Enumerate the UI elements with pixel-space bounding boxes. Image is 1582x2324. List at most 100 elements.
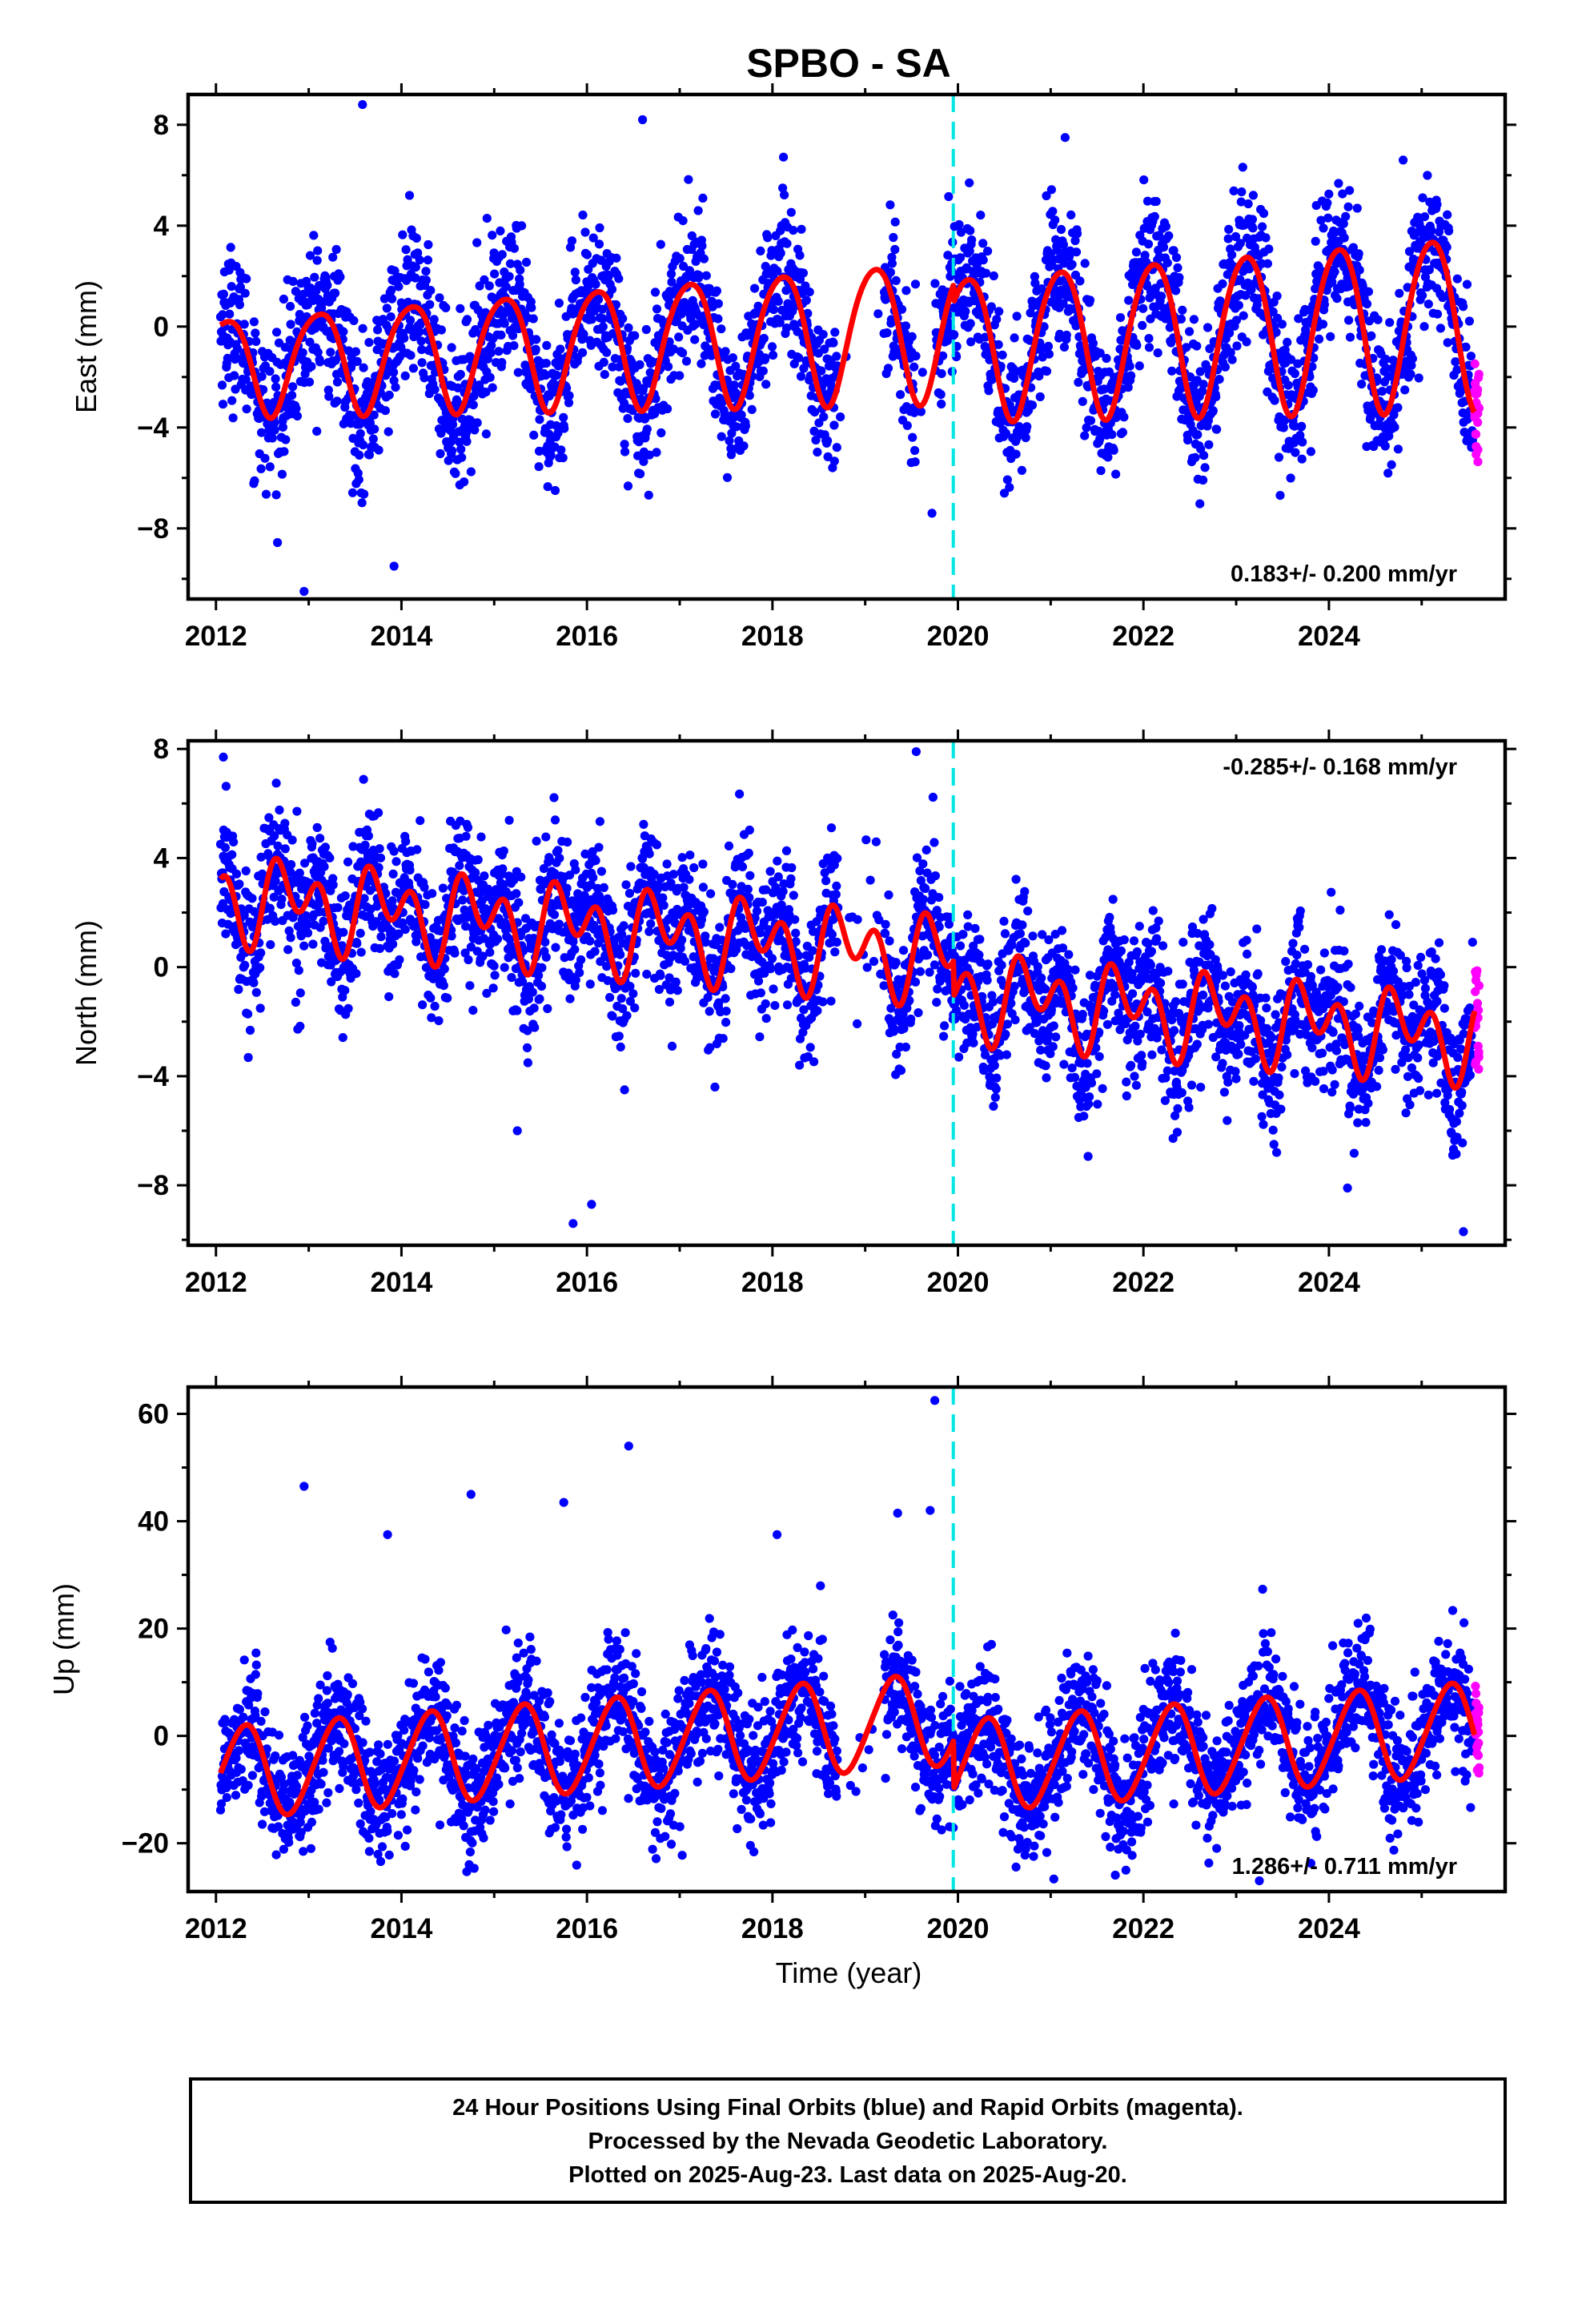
north-final-point	[570, 945, 580, 955]
north-final-point	[620, 1085, 629, 1095]
east-final-point	[278, 422, 287, 432]
east-final-point	[901, 286, 911, 296]
east-final-point	[310, 272, 319, 282]
east-final-point	[883, 364, 893, 373]
east-final-point	[240, 288, 250, 298]
east-final-point	[1326, 332, 1335, 341]
east-final-point	[484, 281, 494, 291]
north-final-point	[412, 937, 421, 947]
north-final-point	[295, 868, 304, 878]
east-final-point	[508, 331, 518, 340]
north-final-point	[523, 1026, 532, 1035]
north-final-point	[932, 906, 942, 915]
east-final-point	[1158, 243, 1169, 252]
east-final-point	[773, 296, 783, 306]
east-final-point	[352, 356, 362, 366]
east-final-point	[543, 482, 552, 492]
north-final-point	[375, 844, 384, 854]
east-final-point	[1461, 342, 1471, 352]
east-final-point	[517, 221, 527, 231]
east-final-point	[1075, 276, 1085, 286]
north-final-point	[283, 945, 293, 955]
east-final-point	[600, 370, 609, 380]
north-final-point	[715, 923, 725, 932]
east-final-point	[331, 244, 341, 255]
north-final-point	[944, 919, 954, 929]
east-final-point	[312, 255, 322, 265]
east-final-point	[364, 338, 374, 348]
east-rapid-point	[1473, 417, 1483, 428]
north-final-point	[218, 899, 228, 908]
north-final-point	[340, 986, 350, 995]
east-final-point	[481, 388, 491, 397]
north-final-point	[359, 894, 369, 903]
north-final-point	[343, 857, 353, 866]
east-final-point	[391, 383, 400, 392]
north-final-point	[295, 1021, 305, 1031]
north-final-point	[671, 977, 681, 987]
east-final-point	[558, 453, 568, 463]
east-final-point	[1227, 250, 1237, 259]
east-final-point	[1034, 372, 1044, 381]
east-final-point	[444, 456, 453, 465]
east-final-point	[1072, 229, 1082, 239]
north-final-point	[307, 838, 317, 849]
north-final-point	[831, 890, 841, 899]
north-final-point	[677, 935, 687, 945]
north-final-point	[818, 997, 828, 1007]
north-final-point	[231, 869, 242, 879]
north-final-point	[221, 782, 231, 791]
north-final-point	[805, 1043, 815, 1052]
east-final-point	[1178, 305, 1187, 315]
north-final-point	[480, 871, 489, 881]
north-final-point	[440, 964, 449, 974]
east-final-point	[638, 384, 648, 393]
north-final-point	[761, 999, 770, 1009]
north-final-point	[443, 993, 452, 1003]
east-final-point	[257, 372, 267, 381]
north-final-point	[616, 994, 626, 1003]
east-final-point	[462, 436, 472, 446]
north-final-point	[595, 817, 605, 826]
north-final-point	[447, 931, 456, 941]
east-plot-area	[215, 94, 1484, 599]
east-final-point	[1199, 380, 1208, 389]
east-final-point	[1115, 313, 1126, 323]
north-final-point	[915, 866, 925, 876]
east-final-point	[717, 397, 727, 407]
east-final-point	[531, 344, 540, 354]
east-final-point	[599, 357, 608, 367]
east-final-point	[630, 331, 640, 340]
north-final-point	[925, 967, 934, 977]
north-final-point	[234, 984, 243, 995]
east-final-point	[811, 435, 821, 445]
east-final-point	[404, 191, 415, 200]
east-final-point	[1464, 316, 1474, 326]
north-final-point	[910, 977, 921, 987]
east-final-point	[794, 353, 804, 363]
east-final-point	[1295, 431, 1305, 440]
east-final-point	[1275, 491, 1285, 501]
north-final-point	[945, 912, 954, 922]
east-final-point	[355, 428, 365, 439]
east-final-point	[384, 390, 394, 400]
east-final-point	[488, 383, 497, 392]
east-final-point	[1261, 233, 1271, 243]
east-final-point	[1022, 422, 1032, 432]
east-final-point	[737, 410, 746, 420]
east-final-point	[797, 224, 806, 234]
east-final-point	[386, 312, 396, 322]
east-final-point	[515, 279, 524, 289]
north-final-point	[773, 872, 783, 882]
east-final-point	[323, 385, 333, 395]
east-final-point	[891, 275, 901, 285]
east-final-point	[739, 441, 749, 451]
east-final-point	[1195, 367, 1205, 376]
east-final-point	[1200, 463, 1210, 472]
east-final-point	[789, 226, 798, 235]
north-final-point	[631, 968, 640, 978]
north-final-point	[881, 929, 890, 939]
east-final-point	[965, 247, 974, 256]
north-final-point	[291, 959, 301, 968]
